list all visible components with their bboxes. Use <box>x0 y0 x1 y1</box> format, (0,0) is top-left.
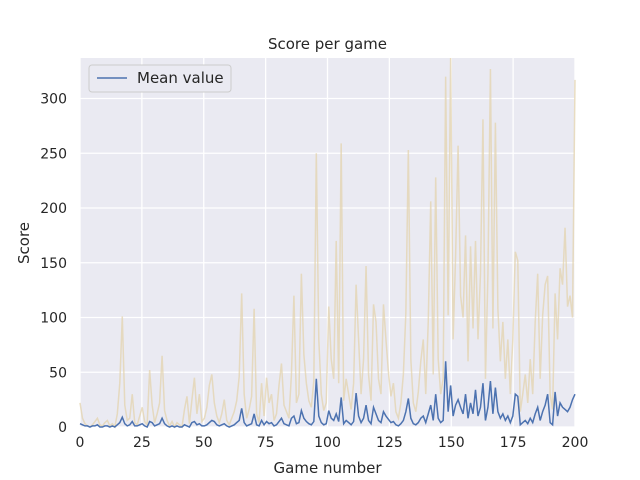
x-tick-label: 150 <box>438 435 465 451</box>
chart-title: Score per game <box>268 35 387 53</box>
raw-score-line <box>79 57 576 429</box>
x-tick-label: 75 <box>257 435 275 451</box>
y-tick-labels: 0 50 100 150 200 250 300 <box>40 92 67 436</box>
x-tick-label: 50 <box>195 435 213 451</box>
y-tick-label: 250 <box>40 146 67 162</box>
y-tick-label: 50 <box>49 365 67 381</box>
legend-mean-label: Mean value <box>137 69 224 87</box>
x-tick-label: 175 <box>500 435 527 451</box>
x-tick-label: 0 <box>76 435 85 451</box>
y-tick-label: 0 <box>58 420 67 436</box>
legend-box <box>88 64 232 93</box>
y-tick-label: 200 <box>40 201 67 217</box>
x-axis-label: Game number <box>274 459 383 477</box>
y-tick-label: 100 <box>40 311 67 327</box>
x-tick-label: 25 <box>133 435 151 451</box>
legend: Mean value <box>88 64 232 93</box>
y-axis-label: Score <box>15 222 33 264</box>
y-tick-label: 150 <box>40 256 67 272</box>
x-tick-labels: 0 25 50 75 100 125 150 175 200 <box>76 435 589 451</box>
mean-value-line <box>79 361 576 428</box>
x-tick-label: 125 <box>376 435 403 451</box>
x-tick-label: 200 <box>562 435 589 451</box>
y-tick-label: 300 <box>40 92 67 108</box>
x-tick-label: 100 <box>314 435 341 451</box>
